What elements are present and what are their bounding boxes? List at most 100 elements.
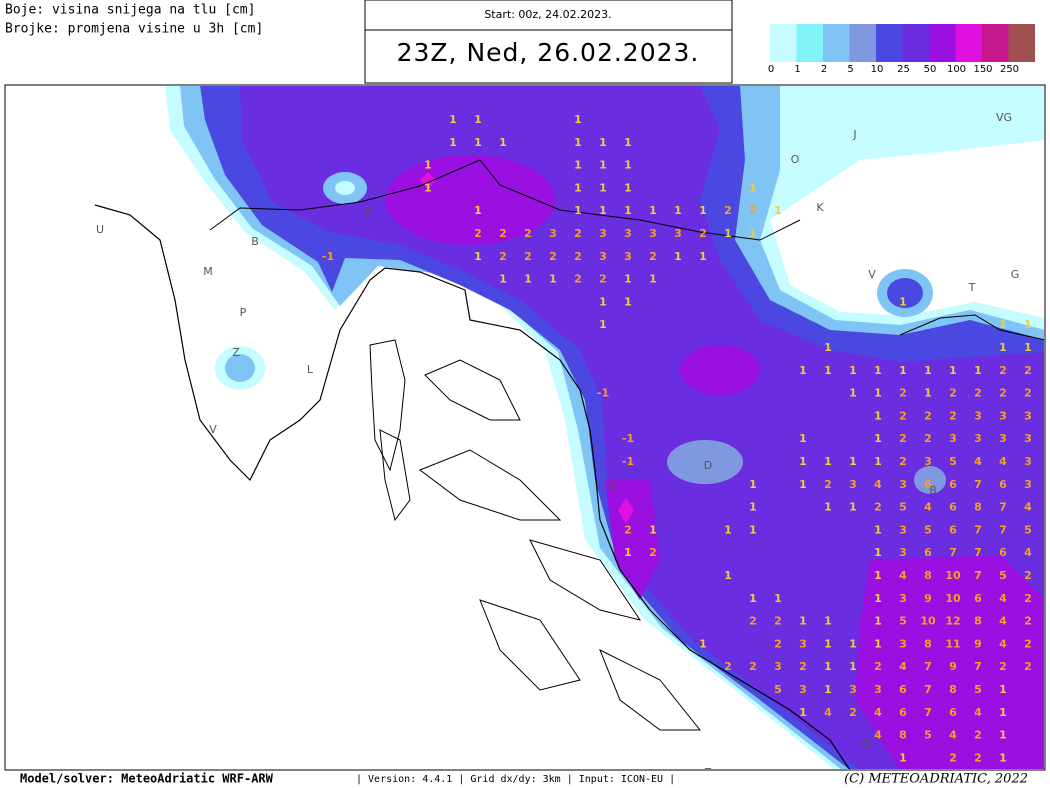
snow-change-value: 8 [924,569,932,582]
island [418,449,562,521]
snow-change-value: 3 [999,432,1007,445]
snow-change-value: 2 [499,227,507,240]
snow-change-value: 5 [899,615,907,628]
valid-time: 23Z, Ned, 26.02.2023. [397,38,700,67]
snow-change-value: 1 [824,341,832,354]
snow-change-value: 1 [724,523,732,536]
snow-change-value: 1 [874,409,882,422]
snow-change-value: 10 [945,569,961,582]
legend-line: Boje: visina snijega na tlu [cm] [5,3,255,18]
snow-change-value: 3 [674,227,682,240]
snow-change-value: 1 [424,181,432,194]
snow-change-value: 1 [899,295,907,308]
snow-change-value: 1 [799,432,807,445]
snow-change-value: 12 [945,615,960,628]
snow-change-value: 3 [974,409,982,422]
snow-area [887,278,923,308]
snow-change-value: 1 [824,637,832,650]
snow-change-value: 1 [574,136,582,149]
island [424,359,521,421]
snow-change-value: 1 [899,751,907,764]
snow-change-value: 3 [549,227,557,240]
snow-change-value: 2 [599,273,607,286]
snow-change-value: 1 [749,181,757,194]
snow-change-value: 3 [1024,432,1032,445]
snow-change-value: 1 [849,501,857,514]
place-label: O [862,737,871,750]
snow-change-value: -1 [322,250,334,263]
snow-change-value: 4 [974,706,982,719]
snow-change-value: 4 [949,729,957,742]
snow-change-value: 1 [999,729,1007,742]
snow-change-value: 1 [874,523,882,536]
colorbar-label: 1 [794,64,800,75]
snow-change-value: 9 [974,637,982,650]
snow-change-value: 5 [974,683,982,696]
snow-change-value: 2 [849,706,857,719]
snow-change-value: 1 [749,501,757,514]
snow-change-value: 1 [624,136,632,149]
snow-change-value: 3 [649,227,657,240]
snow-change-value: 6 [949,523,957,536]
snow-change-value: 1 [799,615,807,628]
snow-change-value: 2 [974,729,982,742]
snow-change-value: 1 [599,181,607,194]
snow-change-value: 2 [624,523,632,536]
snow-change-value: 1 [874,637,882,650]
snow-change-value: 3 [624,227,632,240]
snow-change-value: 3 [999,409,1007,422]
colorbar-swatch [929,24,956,62]
snow-change-value: 6 [949,706,957,719]
snow-change-value: 3 [1024,478,1032,491]
island [479,599,581,691]
snow-change-value: 10 [920,615,936,628]
snow-change-value: 1 [549,273,557,286]
snow-change-value: 2 [749,204,757,217]
snow-change-value: 1 [999,751,1007,764]
snow-change-value: 1 [724,227,732,240]
snow-change-value: 6 [924,546,932,559]
map-frame [4,84,1046,771]
snow-change-value: 1 [574,113,582,126]
snow-change-value: 5 [999,569,1007,582]
snow-change-value: 1 [999,318,1007,331]
snow-change-value: 2 [924,432,932,445]
snow-change-value: 2 [474,227,482,240]
snow-change-value: 7 [924,660,932,673]
place-labels: U B M P Z L V R O J K V T G VG B D K Z O [96,111,1019,769]
snow-change-value: 1 [899,364,907,377]
footer-copyright: (C) METEOADRIATIC, 2022 [844,772,1028,787]
snow-change-value: 3 [1024,455,1032,468]
snow-change-value: 4 [999,637,1007,650]
snow-change-value: 2 [774,637,782,650]
colorbar-swatch [902,24,929,62]
snow-change-value: -1 [622,432,634,445]
snow-change-value: 2 [524,250,532,263]
snow-change-value: 3 [1024,409,1032,422]
snow-change-value: 2 [999,387,1007,400]
snow-change-value: 3 [899,523,907,536]
snow-change-value: 1 [474,136,482,149]
snow-change-value: 2 [1024,364,1032,377]
snow-change-value: 9 [924,592,932,605]
snow-change-value: 3 [874,683,882,696]
snow-change-value: 8 [949,683,957,696]
snow-change-value: 5 [924,523,932,536]
snow-change-value: 1 [949,364,957,377]
snow-change-value: 1 [599,318,607,331]
colorbar-swatch [955,24,982,62]
snow-change-value: 1 [824,615,832,628]
snow-change-value: 1 [874,569,882,582]
snow-change-value: 3 [774,660,782,673]
snow-change-value: 1 [599,136,607,149]
colorbar-label: 5 [847,64,853,75]
snow-change-value: 1 [499,136,507,149]
footer-model: Model/solver: MeteoAdriatic WRF-ARW [20,772,274,786]
snow-change-value: 1 [824,683,832,696]
snow-change-value: 1 [599,295,607,308]
snow-change-value: 3 [899,637,907,650]
snow-change-value: 6 [899,683,907,696]
snow-change-value: 1 [799,364,807,377]
snow-change-value: 1 [824,455,832,468]
snow-area [225,354,255,382]
